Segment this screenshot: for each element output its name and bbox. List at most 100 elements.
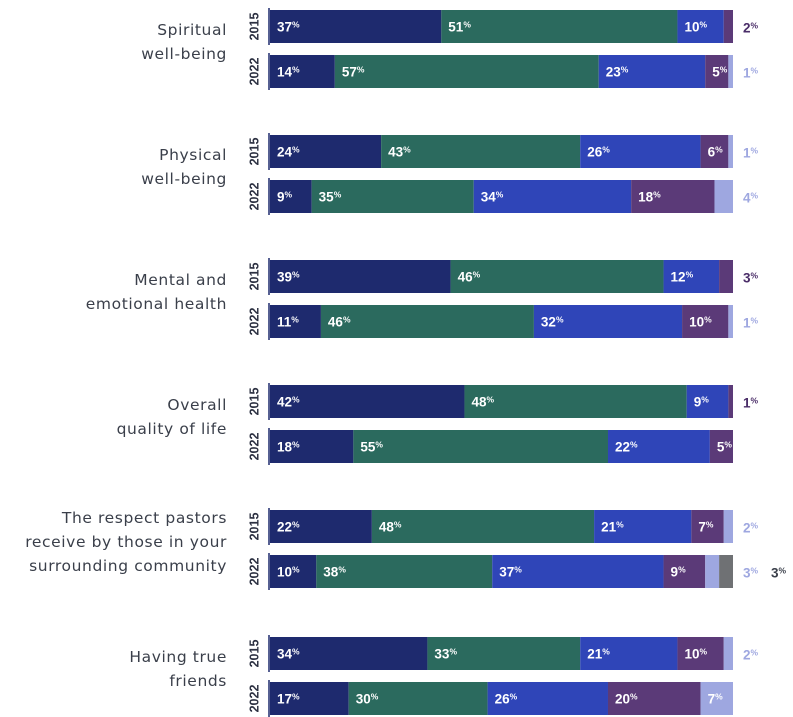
year-label: 2022 [247,433,261,461]
data-label: 10% [684,647,707,662]
data-label: 24% [277,145,300,160]
bar-segment [705,555,720,588]
year-label: 2015 [247,640,261,668]
category-label: receive by those in your [25,533,227,551]
category-label: Overall [167,396,227,414]
bar-segment [427,637,581,670]
bar-segment [580,637,678,670]
data-label-outside: 1% [743,396,759,411]
category-label: The respect pastors [61,509,227,527]
bar-segment [348,682,488,715]
category-label: friends [169,672,227,690]
bar-segment [723,510,733,543]
data-label: 30% [356,692,379,707]
bar-row: 2015 24% 43% 26% 6% 1% [247,133,759,170]
bar-row: 2022 17% 30% 26% 20% 7% [247,680,733,717]
bar-segment [371,510,595,543]
data-label: 23% [606,65,629,80]
bar-segment [270,682,349,715]
data-label: 18% [638,190,661,205]
data-label: 11% [277,315,299,330]
bar-segment [598,55,706,88]
bar-segment [691,510,724,543]
data-label: 5% [717,440,733,455]
bar-segment [631,180,715,213]
data-label-outside: 1% [743,316,759,331]
data-label-outside: 2% [743,521,759,536]
data-label: 26% [495,692,518,707]
bar-segment [677,637,724,670]
bar-segment [594,510,692,543]
data-label: 34% [277,647,300,662]
bar-segment [719,555,733,588]
bar-segment [700,682,733,715]
data-label: 48% [379,520,402,535]
bar-row: 2022 10% 38% 37% 9% 3% 3% [247,553,787,590]
data-label-outside: 3% [743,271,759,286]
bar-row: 2015 34% 33% 21% 10% 2% [247,635,759,672]
data-label-outside: 3% [743,566,759,581]
category-label: surrounding community [29,557,227,575]
year-label: 2015 [247,388,261,416]
data-label: 42% [277,395,300,410]
year-label: 2015 [247,263,261,291]
data-label: 17% [277,692,300,707]
year-label: 2015 [247,13,261,41]
data-label: 10% [277,565,300,580]
year-label: 2022 [247,308,261,336]
data-label: 33% [434,647,457,662]
category-label-group: Physical well-being [141,146,227,188]
data-label-outside: 1% [743,66,759,81]
category-label-group: The respect pastors receive by those in y… [25,509,227,575]
bar-row: 2015 42% 48% 9% 1% [247,383,759,420]
data-label: 38% [323,565,346,580]
data-label: 26% [587,145,610,160]
data-label: 21% [587,647,610,662]
data-label-outside: 2% [743,21,759,36]
category-label: Having true [129,648,227,666]
category-label: well-being [141,170,227,188]
bar-row: 2022 14% 57% 23% 5% 1% [247,53,759,90]
bar-segment [487,682,608,715]
year-label: 2022 [247,558,261,586]
bar-segment [663,260,720,293]
bar-segment [714,180,733,213]
bar-segment [709,430,733,463]
data-label: 6% [708,145,724,160]
data-label: 18% [277,440,300,455]
bar-segment [320,305,534,338]
bar-segment [728,385,733,418]
bar-segment [334,55,599,88]
bar-segment [723,637,733,670]
data-label: 39% [277,270,300,285]
data-label: 21% [601,520,624,535]
bar-segment [705,55,729,88]
category-label: quality of life [117,420,227,438]
data-label: 20% [615,692,638,707]
data-label: 51% [448,20,471,35]
bar-segment [728,135,733,168]
year-label: 2022 [247,685,261,713]
data-label: 55% [360,440,383,455]
category-label: well-being [141,45,227,63]
bar-segment [353,430,608,463]
bar-segment [464,385,687,418]
bar-segment [311,180,474,213]
bar-segment [580,135,701,168]
category-label: Spiritual [157,21,227,39]
bar-row: 2022 18% 55% 22% 5% [247,428,733,465]
bar-segment [270,637,428,670]
data-label: 9% [671,565,687,580]
category-label-group: Spiritual well-being [141,21,227,63]
data-label: 9% [694,395,710,410]
bar-segment [607,430,710,463]
category-label: Physical [159,146,227,164]
bar-segment [533,305,683,338]
data-label: 46% [328,315,351,330]
bar-segment [270,430,354,463]
bar-segment [492,555,664,588]
data-label: 43% [388,145,411,160]
bar-row: 2022 11% 46% 32% 10% 1% [247,303,759,340]
data-label: 32% [541,315,564,330]
